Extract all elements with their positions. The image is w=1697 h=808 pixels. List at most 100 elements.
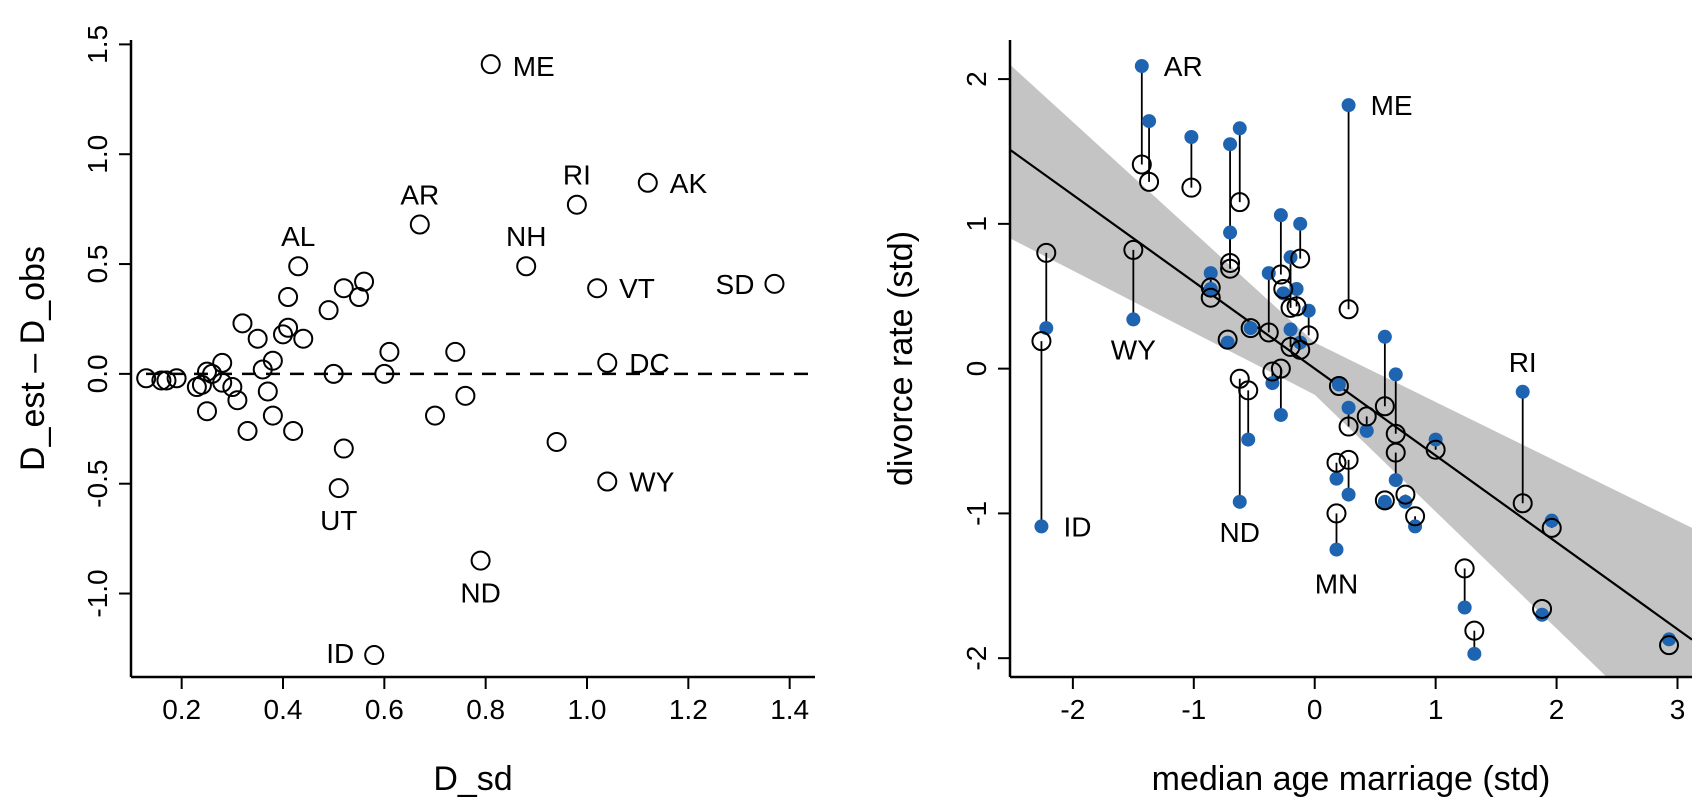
x-tick-label: 0.4 (264, 694, 303, 725)
estimated-point (1385, 442, 1406, 463)
data-point (156, 370, 177, 391)
observed-point (1341, 400, 1356, 415)
x-tick-label: 0.6 (365, 694, 404, 725)
observed-point (1331, 377, 1346, 392)
point-label: ID (1063, 511, 1091, 542)
data-point (247, 328, 268, 349)
observed-point (1341, 98, 1356, 113)
observed-point (1408, 519, 1423, 534)
observed-point (1457, 600, 1472, 615)
data-point (516, 256, 537, 277)
observed-point (1515, 384, 1530, 399)
estimated-point (1220, 258, 1241, 279)
estimated-point (1229, 192, 1250, 213)
data-point (379, 341, 400, 362)
point-label: ND (1220, 517, 1260, 548)
estimated-point (1238, 380, 1259, 401)
estimated-point (1031, 331, 1052, 352)
observed-point (1220, 335, 1235, 350)
observed-point (1377, 329, 1392, 344)
estimated-point (1131, 154, 1152, 175)
observed-point (1241, 432, 1256, 447)
estimated-point (1036, 242, 1057, 263)
estimated-point (1270, 358, 1291, 379)
point-label: NH (506, 221, 546, 252)
observed-point (1341, 487, 1356, 502)
point-label: ND (460, 578, 500, 609)
observed-point (1126, 312, 1141, 327)
estimated-point (1139, 171, 1160, 192)
x-tick-label: 2 (1549, 694, 1565, 725)
estimated-point (1217, 329, 1238, 350)
y-axis-title: divorce rate (std) (882, 231, 920, 486)
observed-point (1329, 471, 1344, 486)
estimated-point (1286, 296, 1307, 317)
estimated-point (1290, 339, 1311, 360)
data-point (364, 645, 385, 666)
point-label: DC (629, 348, 669, 379)
data-point (323, 363, 344, 384)
estimated-point (1181, 177, 1202, 198)
data-point (262, 405, 283, 426)
observed-point (1388, 473, 1403, 488)
data-point (136, 368, 157, 389)
data-point (597, 471, 618, 492)
data-point (566, 194, 587, 215)
x-tick-label: 0 (1307, 694, 1323, 725)
data-point (764, 273, 785, 294)
observed-point (1377, 494, 1392, 509)
y-tick-label: 1.0 (82, 135, 113, 174)
estimated-point (1200, 287, 1221, 308)
estimated-point (1290, 248, 1311, 269)
estimated-point (1512, 493, 1533, 514)
data-point (278, 286, 299, 307)
observed-point (1329, 542, 1344, 557)
observed-point (1283, 322, 1298, 337)
data-point (587, 278, 608, 299)
data-point (151, 370, 172, 391)
data-point (480, 54, 501, 75)
y-tick-label: 1 (961, 216, 992, 232)
observed-point (1203, 266, 1218, 281)
y-tick-label: -1 (961, 501, 992, 526)
data-point (293, 328, 314, 349)
point-label: WY (1111, 334, 1156, 365)
data-point (191, 374, 212, 395)
estimated-point (1123, 239, 1144, 260)
observed-point (1142, 114, 1157, 129)
point-label: MN (1315, 569, 1359, 600)
observed-point (1232, 494, 1247, 509)
data-point (328, 478, 349, 499)
data-point (333, 438, 354, 459)
observed-point (1223, 225, 1238, 240)
observed-point (1034, 519, 1049, 534)
y-tick-label: -2 (961, 646, 992, 671)
observed-point (1662, 632, 1677, 647)
data-point (374, 363, 395, 384)
data-point (227, 390, 248, 411)
data-point (212, 372, 233, 393)
right-scatter-plot: -2 -1 0 1 2 3 -2 -1 0 1 2 median age marriage (std)… (882, 40, 1692, 798)
data-point (273, 324, 293, 345)
observed-point (1535, 607, 1550, 622)
estimated-point (1541, 517, 1562, 538)
data-point (237, 420, 258, 441)
y-tick-label: 1.5 (82, 25, 113, 64)
data-point (288, 256, 309, 277)
data-point (455, 385, 476, 406)
y-tick-label: -0.5 (82, 460, 113, 508)
x-tick-label: 3 (1670, 694, 1686, 725)
data-point (409, 214, 430, 235)
point-label: ME (1371, 90, 1413, 121)
left-scatter-plot: 0.2 0.4 0.6 0.8 1.0 1.2 1.4 -1.0 -0.5 0.0 0.5 1.0 1.… (14, 25, 815, 798)
estimated-point (1338, 449, 1359, 470)
estimated-point (1240, 318, 1261, 339)
estimated-point (1200, 277, 1221, 298)
observed-point (1544, 513, 1559, 528)
estimated-point (1220, 252, 1241, 273)
observed-point (1359, 423, 1374, 438)
estimated-point (1258, 322, 1279, 343)
x-tick-label: 1.2 (669, 694, 708, 725)
point-label: AR (400, 180, 439, 211)
